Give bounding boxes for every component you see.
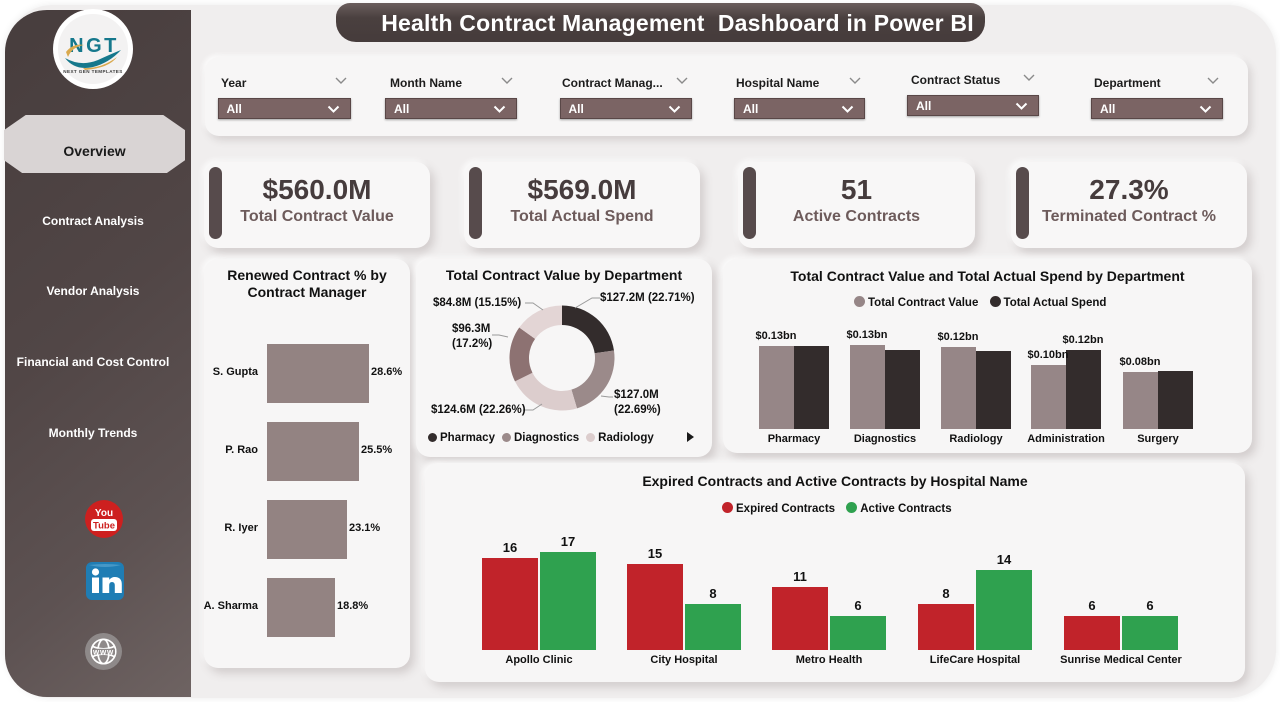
svg-text:NGT: NGT bbox=[69, 35, 119, 57]
svg-text:You: You bbox=[95, 508, 113, 519]
svg-text:NEXT GEN TEMPLATES: NEXT GEN TEMPLATES bbox=[63, 69, 122, 74]
svg-text:www: www bbox=[92, 647, 114, 656]
svg-text:Tube: Tube bbox=[93, 521, 115, 532]
